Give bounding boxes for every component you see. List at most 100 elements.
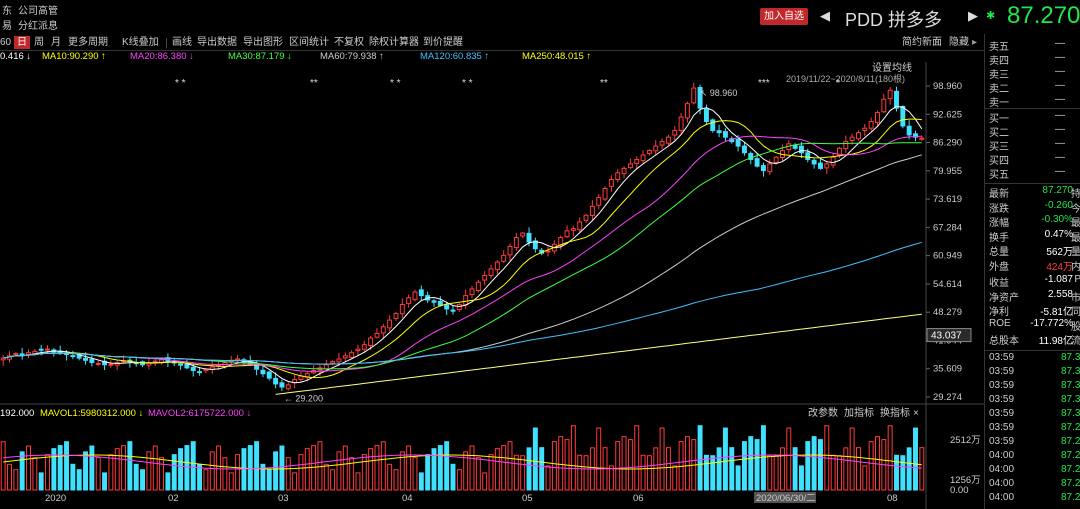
ma-line-250 [275, 313, 922, 395]
volume-bar [0, 441, 6, 491]
toolbar-monthly[interactable]: 月 [51, 37, 61, 48]
orderbook-row: 买一 — [989, 110, 1080, 125]
volume-y-label: 1256万 [950, 475, 981, 486]
candle-body [323, 364, 329, 370]
quote-extra-label: 最 [1071, 218, 1080, 229]
toolbar-hide[interactable]: 隐藏 [949, 37, 969, 48]
candle-body [184, 363, 190, 369]
candlestick-chart[interactable]: 98.960 92.625 86.290 79.955 73.619 67.284 60.9… [0, 62, 984, 509]
event-marker-icon[interactable]: * * [390, 78, 401, 89]
header-bar: 东 公司高管 易 分红派息 加入自选 ◀ PDD 拼多多 ▶ ✱ 87.270 [0, 0, 1080, 34]
toolbar-export-data[interactable]: 导出数据 [197, 37, 237, 48]
orderbook-label: 买三 [989, 142, 1009, 153]
volume-bar [615, 441, 621, 491]
x-date-label: 03 [278, 493, 289, 504]
settings-ma-link[interactable]: 设置均线 [872, 62, 912, 74]
candle-body [602, 187, 608, 200]
event-marker-icon[interactable]: * [836, 78, 840, 89]
volume-bar [532, 427, 538, 491]
candle-body [266, 371, 272, 379]
candle-body [691, 87, 697, 104]
quote-label: 外盘 [989, 261, 1009, 273]
volume-bar [64, 441, 69, 491]
low-price-label: ← 29.200 [284, 393, 323, 403]
orderbook-row: 买二 — [989, 124, 1080, 139]
quote-extra-label: 量 [1071, 247, 1080, 258]
candle-body [849, 136, 855, 142]
y-tick-label: 48.279 [933, 307, 962, 318]
prev-stock-icon[interactable]: ◀ [820, 8, 830, 23]
toolbar-range-stats[interactable]: 区间统计 [289, 37, 329, 48]
tick-time: 04:00 [989, 464, 1015, 475]
toolbar-draw[interactable]: 画线 [172, 37, 192, 48]
candle-body [697, 87, 703, 109]
volume-bar [475, 457, 481, 491]
toolbar-more-periods[interactable]: 更多周期 [68, 37, 108, 48]
toolbar-simple-view[interactable]: 简约新面 [902, 37, 942, 48]
ma-legend-item: MA250:48.015 ↑ [522, 51, 592, 62]
dividends-link[interactable]: 分红派息 [18, 21, 58, 32]
quote-label: 最新 [989, 189, 1009, 200]
quote-row: 收益 -1.087 P [989, 274, 1080, 289]
toolbar-weekly[interactable]: 周 [34, 37, 44, 48]
volume-indicator-button[interactable]: 改参数 [808, 406, 838, 419]
collapse-icon[interactable]: ▸ [972, 37, 978, 48]
ma-legend-item: 0.416 ↓ [0, 51, 32, 62]
event-marker-icon[interactable]: * * [175, 78, 186, 89]
quote-value: -5.81亿 [1040, 307, 1073, 318]
toolbar-60min[interactable]: 60 [0, 37, 12, 48]
toolbar-price-alert[interactable]: 到价提醒 [423, 37, 463, 48]
volume-y-label: 2512万 [950, 435, 981, 446]
candle-body [843, 141, 849, 150]
quote-row: 最新 87.270 持 [989, 185, 1080, 200]
event-marker-icon[interactable]: * * [462, 78, 473, 89]
candle-body [13, 353, 19, 356]
tick-price: 87.2 [1061, 492, 1080, 503]
toolbar-no-adjust[interactable]: 不复权 [334, 37, 364, 48]
toolbar-ex-rights-calc[interactable]: 除权计算器 [369, 37, 419, 48]
quote-value: -0.30% [1041, 214, 1073, 225]
star-icon[interactable]: ✱ [986, 10, 996, 22]
volume-bar [767, 454, 773, 491]
event-marker-icon[interactable]: ** [600, 78, 608, 89]
quote-value: 424万 [1046, 261, 1073, 273]
volume-indicator-button[interactable]: × [913, 408, 919, 419]
toolbar-export-image[interactable]: 导出图形 [243, 37, 283, 48]
y-tick-label: 98.960 [933, 81, 962, 92]
volume-bar [292, 472, 298, 491]
candle-body [615, 172, 621, 181]
volume-indicator-button[interactable]: 换指标 [880, 406, 910, 419]
candle-body [355, 348, 361, 352]
candle-body [494, 261, 500, 271]
volume-bar [646, 455, 652, 491]
next-stock-icon[interactable]: ▶ [968, 8, 978, 23]
ma-legend-item: MA120:60.835 ↑ [420, 51, 490, 62]
volume-bar [640, 454, 646, 491]
toolbar-overlay[interactable]: K线叠加 [122, 37, 159, 48]
orderbook-value: — [1055, 138, 1065, 149]
volume-indicator-button[interactable]: 加指标 [844, 406, 874, 419]
candle-body [380, 326, 386, 334]
volume-bar [127, 441, 133, 491]
toolbar-daily[interactable]: 日 [14, 36, 30, 49]
quote-row: 净利 -5.81亿同 [989, 303, 1080, 318]
candle-body [507, 245, 513, 256]
volume-bar [843, 447, 849, 491]
quote-panel: 卖五 — 卖四 — 卖三 — 卖二 — 卖一 — 买一 — 买二 — 买三 — 买四 — 买五 — 最新 87.270 持涨… [984, 34, 1080, 509]
quote-extra-label: 同 [1071, 307, 1080, 318]
candle-body [526, 232, 532, 243]
add-to-watchlist-button[interactable]: 加入自选 [760, 8, 808, 25]
volume-bar [76, 469, 82, 491]
quote-label: 总量 [989, 247, 1009, 258]
orderbook-row: 买五 — [989, 166, 1080, 181]
company-executives-link[interactable]: 公司高管 [18, 6, 58, 17]
candle-body [710, 119, 716, 131]
event-marker-icon[interactable]: ** [310, 78, 318, 89]
tick-time: 03:59 [989, 394, 1015, 405]
orderbook-label: 买五 [989, 170, 1009, 181]
volume-bar [121, 445, 127, 491]
volume-bar [32, 457, 38, 491]
event-marker-icon[interactable]: *** [758, 78, 770, 89]
toolbar-divider [166, 38, 167, 48]
volume-bar [684, 436, 690, 491]
